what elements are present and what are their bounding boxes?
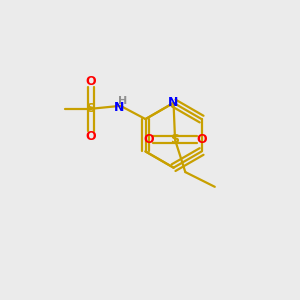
Text: O: O bbox=[86, 75, 96, 88]
Text: H: H bbox=[118, 95, 128, 106]
Text: O: O bbox=[143, 133, 154, 146]
Text: S: S bbox=[170, 133, 179, 146]
Text: N: N bbox=[168, 96, 179, 110]
Text: O: O bbox=[196, 133, 207, 146]
Text: S: S bbox=[86, 102, 95, 115]
Text: O: O bbox=[86, 130, 96, 143]
Text: N: N bbox=[114, 101, 124, 114]
